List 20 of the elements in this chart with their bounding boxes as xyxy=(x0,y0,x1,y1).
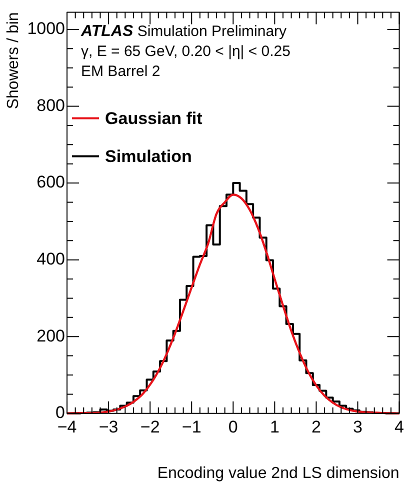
x-tick-label: 2 xyxy=(311,417,321,436)
x-tick-label: −1 xyxy=(182,417,202,436)
legend-label: Simulation xyxy=(105,147,192,166)
x-tick-label: 3 xyxy=(353,417,362,436)
x-tick-label: −3 xyxy=(98,417,118,436)
y-axis-title: Showers / bin xyxy=(5,12,22,110)
y-tick-label: 400 xyxy=(36,250,66,269)
x-tick-label: 0 xyxy=(228,417,238,436)
y-tick-label: 600 xyxy=(36,172,66,192)
annotation: ATLAS Simulation Preliminary xyxy=(80,23,288,40)
y-tick-label: 1000 xyxy=(27,19,66,38)
x-tick-label: 4 xyxy=(394,417,404,436)
legend-label: Gaussian fit xyxy=(105,109,203,128)
x-tick-label: −2 xyxy=(140,417,160,436)
annotation: γ, E = 65 GeV, 0.20 < |η| < 0.25 xyxy=(81,43,291,60)
x-tick-label: 1 xyxy=(270,417,280,436)
y-tick-label: 800 xyxy=(36,96,66,115)
annotation: EM Barrel 2 xyxy=(81,63,160,80)
y-tick-label: 200 xyxy=(36,326,66,346)
x-axis-title: Encoding value 2nd LS dimension xyxy=(157,464,400,482)
